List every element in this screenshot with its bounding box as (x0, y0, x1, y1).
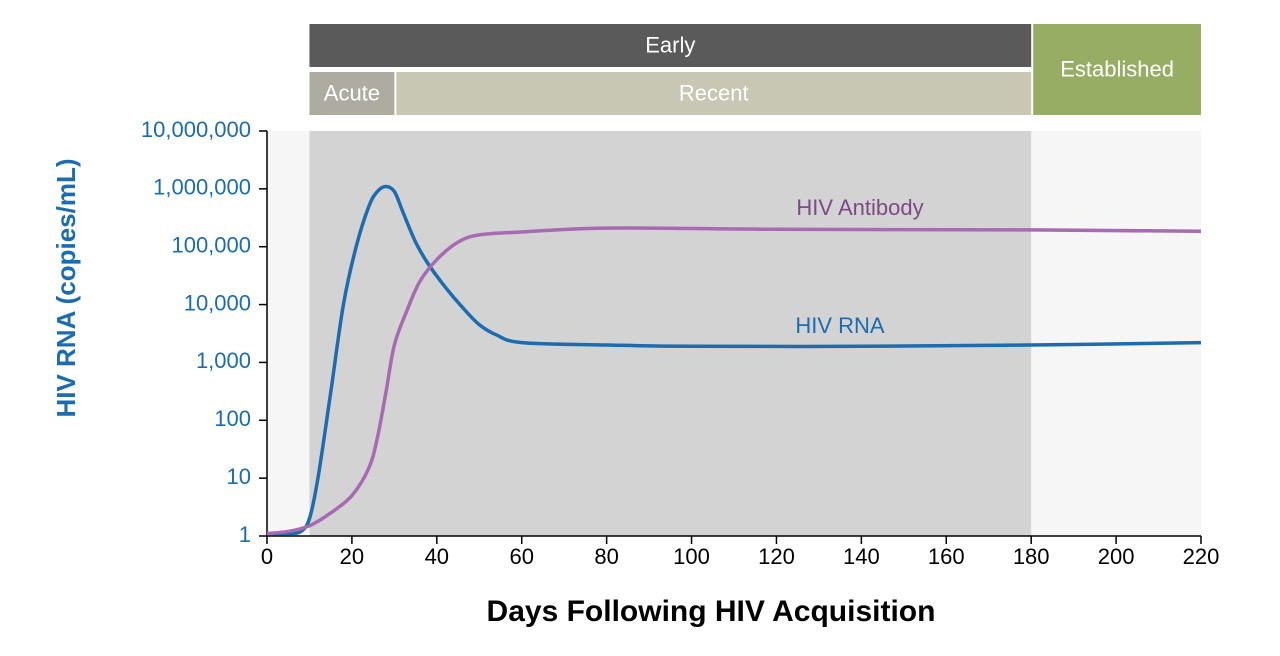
y-tick-label: 10,000,000 (141, 117, 251, 142)
x-tick-label: 100 (673, 544, 710, 569)
y-tick-label: 100 (214, 406, 251, 431)
y-tick-label: 100,000 (171, 233, 251, 258)
x-tick-label: 60 (509, 544, 533, 569)
phase-label: Established (1060, 56, 1174, 81)
shaded-region (309, 131, 1032, 536)
x-tick-label: 20 (340, 544, 364, 569)
phase-label: Recent (679, 80, 749, 105)
x-tick-label: 180 (1013, 544, 1050, 569)
x-tick-label: 120 (758, 544, 795, 569)
phase-band (309, 72, 395, 115)
series-line (266, 184, 1202, 536)
x-tick-label: 80 (594, 544, 618, 569)
x-axis-title: Days Following HIV Acquisition (487, 595, 936, 628)
x-tick-label: 140 (843, 544, 880, 569)
phase-band (1033, 24, 1201, 115)
series-line (266, 226, 1202, 536)
y-axis-title: HIV RNA (copies/mL) (51, 158, 81, 417)
series-label: HIV RNA (795, 313, 885, 338)
y-tick-label: 1,000,000 (153, 175, 251, 200)
series-label: HIV Antibody (796, 195, 923, 220)
x-tick-label: 200 (1098, 544, 1135, 569)
y-tick-label: 10 (227, 464, 251, 489)
y-tick-label: 1,000 (196, 348, 251, 373)
y-tick-label: 1 (239, 522, 251, 547)
phase-label: Acute (324, 80, 380, 105)
x-tick-label: 40 (425, 544, 449, 569)
x-tick-label: 0 (261, 544, 273, 569)
x-tick-label: 220 (1183, 544, 1220, 569)
phase-band (396, 72, 1032, 115)
x-tick-label: 160 (928, 544, 965, 569)
phase-label: Early (645, 32, 695, 57)
phase-band (309, 24, 1032, 67)
y-tick-label: 10,000 (184, 290, 251, 315)
